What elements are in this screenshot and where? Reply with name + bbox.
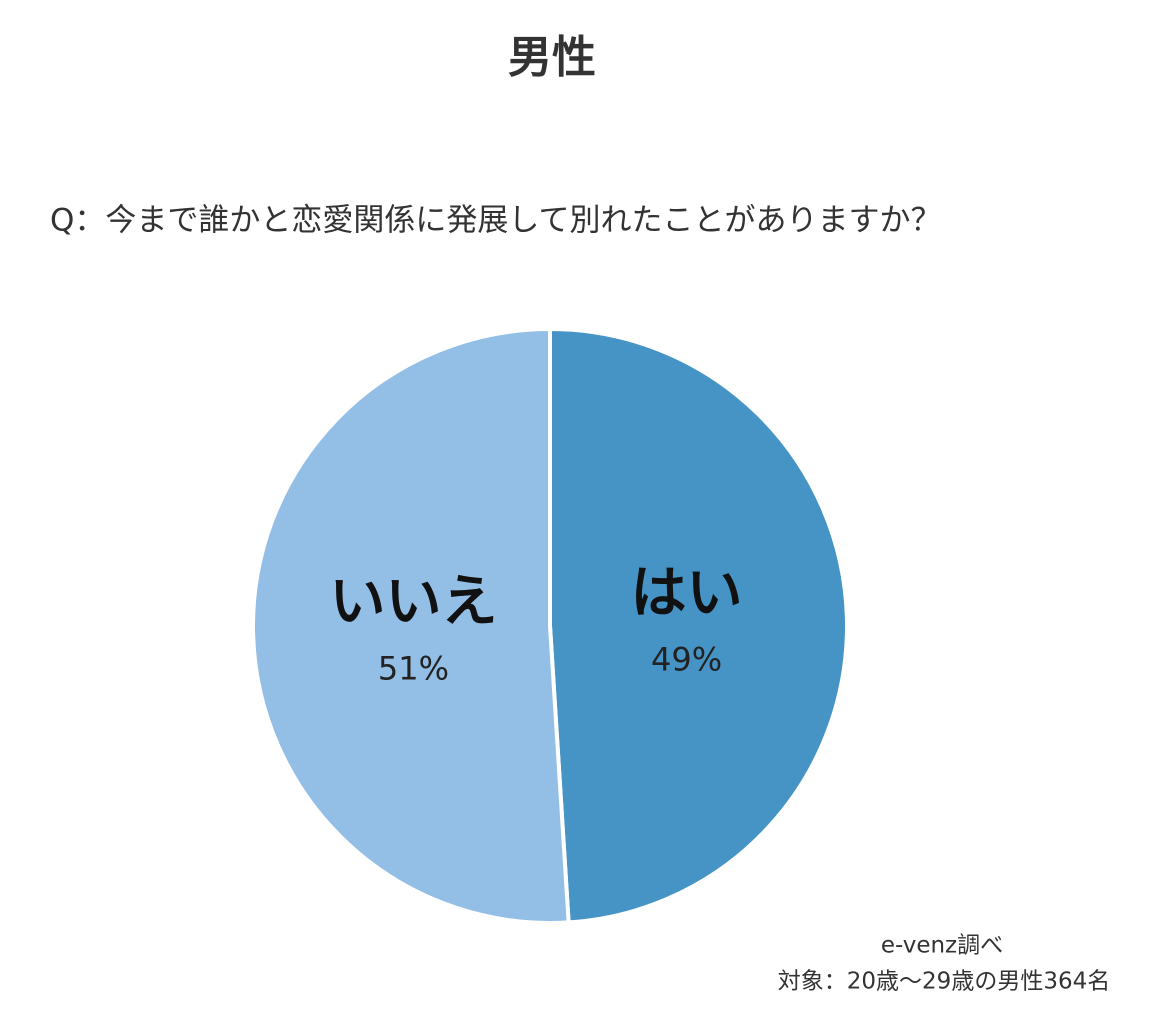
pie-slice — [548, 326, 849, 925]
chart-title: 男性 — [508, 32, 596, 83]
slice-label: いいえ — [329, 569, 497, 634]
chart-subtitle: Q：今まで誰かと恋愛関係に発展して別れたことがありますか？ — [50, 203, 941, 239]
pie-slice — [251, 326, 571, 925]
note: 対象：20歳〜29歳の男性364名 — [778, 969, 1110, 995]
pie: はい 49% いいえ 51% — [251, 326, 849, 925]
data-label: 49% — [651, 641, 722, 679]
slice-label: はい — [631, 561, 743, 626]
note: e-venz調べ — [881, 933, 1003, 959]
data-label: 51% — [378, 649, 449, 687]
